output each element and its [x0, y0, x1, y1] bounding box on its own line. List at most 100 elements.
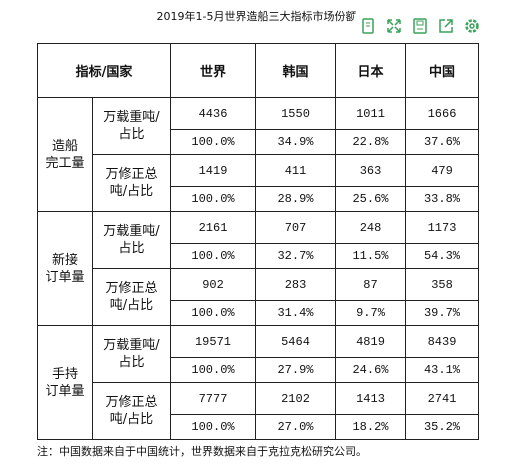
value-row: 手持 订单量 万载重吨/占比 19571 5464 4819 8439: [37, 325, 479, 440]
share-cell: 18.2%: [335, 414, 406, 440]
value-cell: 707: [255, 211, 336, 244]
share-row: 100.0% 31.4% 9.7% 39.7%: [38, 300, 479, 326]
share-cell: 100.0%: [170, 414, 256, 440]
value-cell: 1550: [255, 97, 336, 130]
table: 指标/国家 世界 韩国 日本 中国 造船 完工量 万载重吨/占比 4436 1550 1011 166…: [37, 43, 479, 440]
value-cell: 358: [405, 268, 479, 301]
header-cell: 指标/国家: [37, 43, 171, 98]
share-row: 100.0% 28.9% 25.6% 33.8%: [38, 186, 479, 212]
cell-line: 万修正总: [105, 395, 158, 410]
value-cell: 1666: [405, 97, 479, 130]
value-cell: 283: [255, 268, 336, 301]
share-cell: 31.4%: [255, 300, 336, 326]
cell-line: 手持: [51, 366, 78, 382]
value-row: 新接 订单量 万载重吨/占比 2161 707 248 1173: [37, 211, 479, 326]
value-cell: 7777: [170, 382, 256, 415]
value-row: 万修正总 吨/占比 7777 2102 1413 2741: [38, 382, 479, 440]
value-cell: 363: [335, 154, 406, 187]
cell-line: 订单量: [45, 269, 85, 285]
value-row: 造船 完工量 万载重吨/占比 4436 1550 1011 1666: [37, 97, 479, 212]
cell-line: 新接: [51, 252, 78, 268]
copy-button[interactable]: [358, 16, 378, 36]
share-cell: 24.6%: [335, 357, 406, 383]
share-row: 100.0% 34.9% 22.8% 37.6%: [38, 129, 479, 155]
share-cell: 100.0%: [170, 129, 256, 155]
share-row: 100.0% 27.9% 24.6% 43.1%: [38, 357, 479, 383]
header-cell: 世界: [170, 43, 256, 98]
share-cell: 25.6%: [335, 186, 406, 212]
share-row: 100.0% 32.7% 11.5% 54.3%: [38, 243, 479, 269]
cell-line: 订单量: [45, 383, 85, 399]
share-cell: 27.9%: [255, 357, 336, 383]
expand-button[interactable]: [384, 16, 404, 36]
share-cell: 28.9%: [255, 186, 336, 212]
share-cell: 100.0%: [170, 186, 256, 212]
cell-line: 吨/占比: [109, 412, 154, 427]
value-row: 万修正总 吨/占比 902 283 87 358: [38, 268, 479, 326]
cell-line: 完工量: [45, 155, 85, 171]
value-cell: 2741: [405, 382, 479, 415]
metric-cell: 万载重吨/占比: [92, 325, 171, 383]
toolbar: [354, 14, 488, 38]
value-cell: 479: [405, 154, 479, 187]
cell-line: 万载重吨/: [103, 110, 160, 125]
header-cell: 中国: [405, 43, 479, 98]
share-cell: 34.9%: [255, 129, 336, 155]
share-cell: 35.2%: [405, 414, 479, 440]
value-cell: 2161: [170, 211, 256, 244]
cell-line: 万载重吨/: [103, 224, 160, 239]
cell-line: 吨/占比: [109, 298, 154, 313]
header-cell: 日本: [335, 43, 406, 98]
header-row: 指标/国家 世界 韩国 日本 中国: [37, 43, 479, 98]
share-cell: 32.7%: [255, 243, 336, 269]
share-cell: 39.7%: [405, 300, 479, 326]
metric-cell: 万修正总吨/占比: [92, 382, 171, 440]
share-cell: 37.6%: [405, 129, 479, 155]
value-cell: 8439: [405, 325, 479, 358]
cell-line: 吨/占比: [109, 184, 154, 199]
category-cell: 造船 完工量: [37, 97, 93, 212]
share-cell: 11.5%: [335, 243, 406, 269]
title: 2019年1-5月世界造船三大指标市场份额: [156, 10, 357, 23]
cell-line: 占比: [118, 241, 145, 256]
value-row: 万修正总 吨/占比 1419 411 363 479: [38, 154, 479, 212]
metric-cell: 万载重吨/占比: [92, 97, 171, 155]
share-cell: 27.0%: [255, 414, 336, 440]
cell-line: 万修正总: [105, 167, 158, 182]
value-cell: 19571: [170, 325, 256, 358]
value-cell: 411: [255, 154, 336, 187]
cell-line: 造船: [51, 138, 78, 154]
metric-cell: 万修正总吨/占比: [92, 154, 171, 212]
cell-line: 占比: [118, 355, 145, 370]
cell-line: 万载重吨/: [103, 338, 160, 353]
category-cell: 新接 订单量: [37, 211, 93, 326]
share-cell: 100.0%: [170, 300, 256, 326]
value-cell: 248: [335, 211, 406, 244]
category-cell: 手持 订单量: [37, 325, 93, 440]
share-cell: 43.1%: [405, 357, 479, 383]
settings-button[interactable]: [462, 16, 482, 36]
share-button[interactable]: [436, 16, 456, 36]
cell-line: 占比: [118, 127, 145, 142]
value-cell: 87: [335, 268, 406, 301]
share-cell: 9.7%: [335, 300, 406, 326]
value-cell: 1419: [170, 154, 256, 187]
metric-cell: 万载重吨/占比: [92, 211, 171, 269]
cell-line: 万修正总: [105, 281, 158, 296]
value-cell: 902: [170, 268, 256, 301]
share-cell: 33.8%: [405, 186, 479, 212]
share-cell: 54.3%: [405, 243, 479, 269]
value-cell: 5464: [255, 325, 336, 358]
value-cell: 4819: [335, 325, 406, 358]
value-cell: 4436: [170, 97, 256, 130]
value-cell: 1413: [335, 382, 406, 415]
value-cell: 2102: [255, 382, 336, 415]
value-cell: 1173: [405, 211, 479, 244]
note: 注：中国数据来自于中国统计，世界数据来自于克拉克松研究公司。: [37, 445, 367, 458]
share-cell: 100.0%: [170, 243, 256, 269]
metric-cell: 万修正总吨/占比: [92, 268, 171, 326]
share-row: 100.0% 27.0% 18.2% 35.2%: [38, 414, 479, 440]
header-cell: 韩国: [255, 43, 336, 98]
save-button[interactable]: [410, 16, 430, 36]
